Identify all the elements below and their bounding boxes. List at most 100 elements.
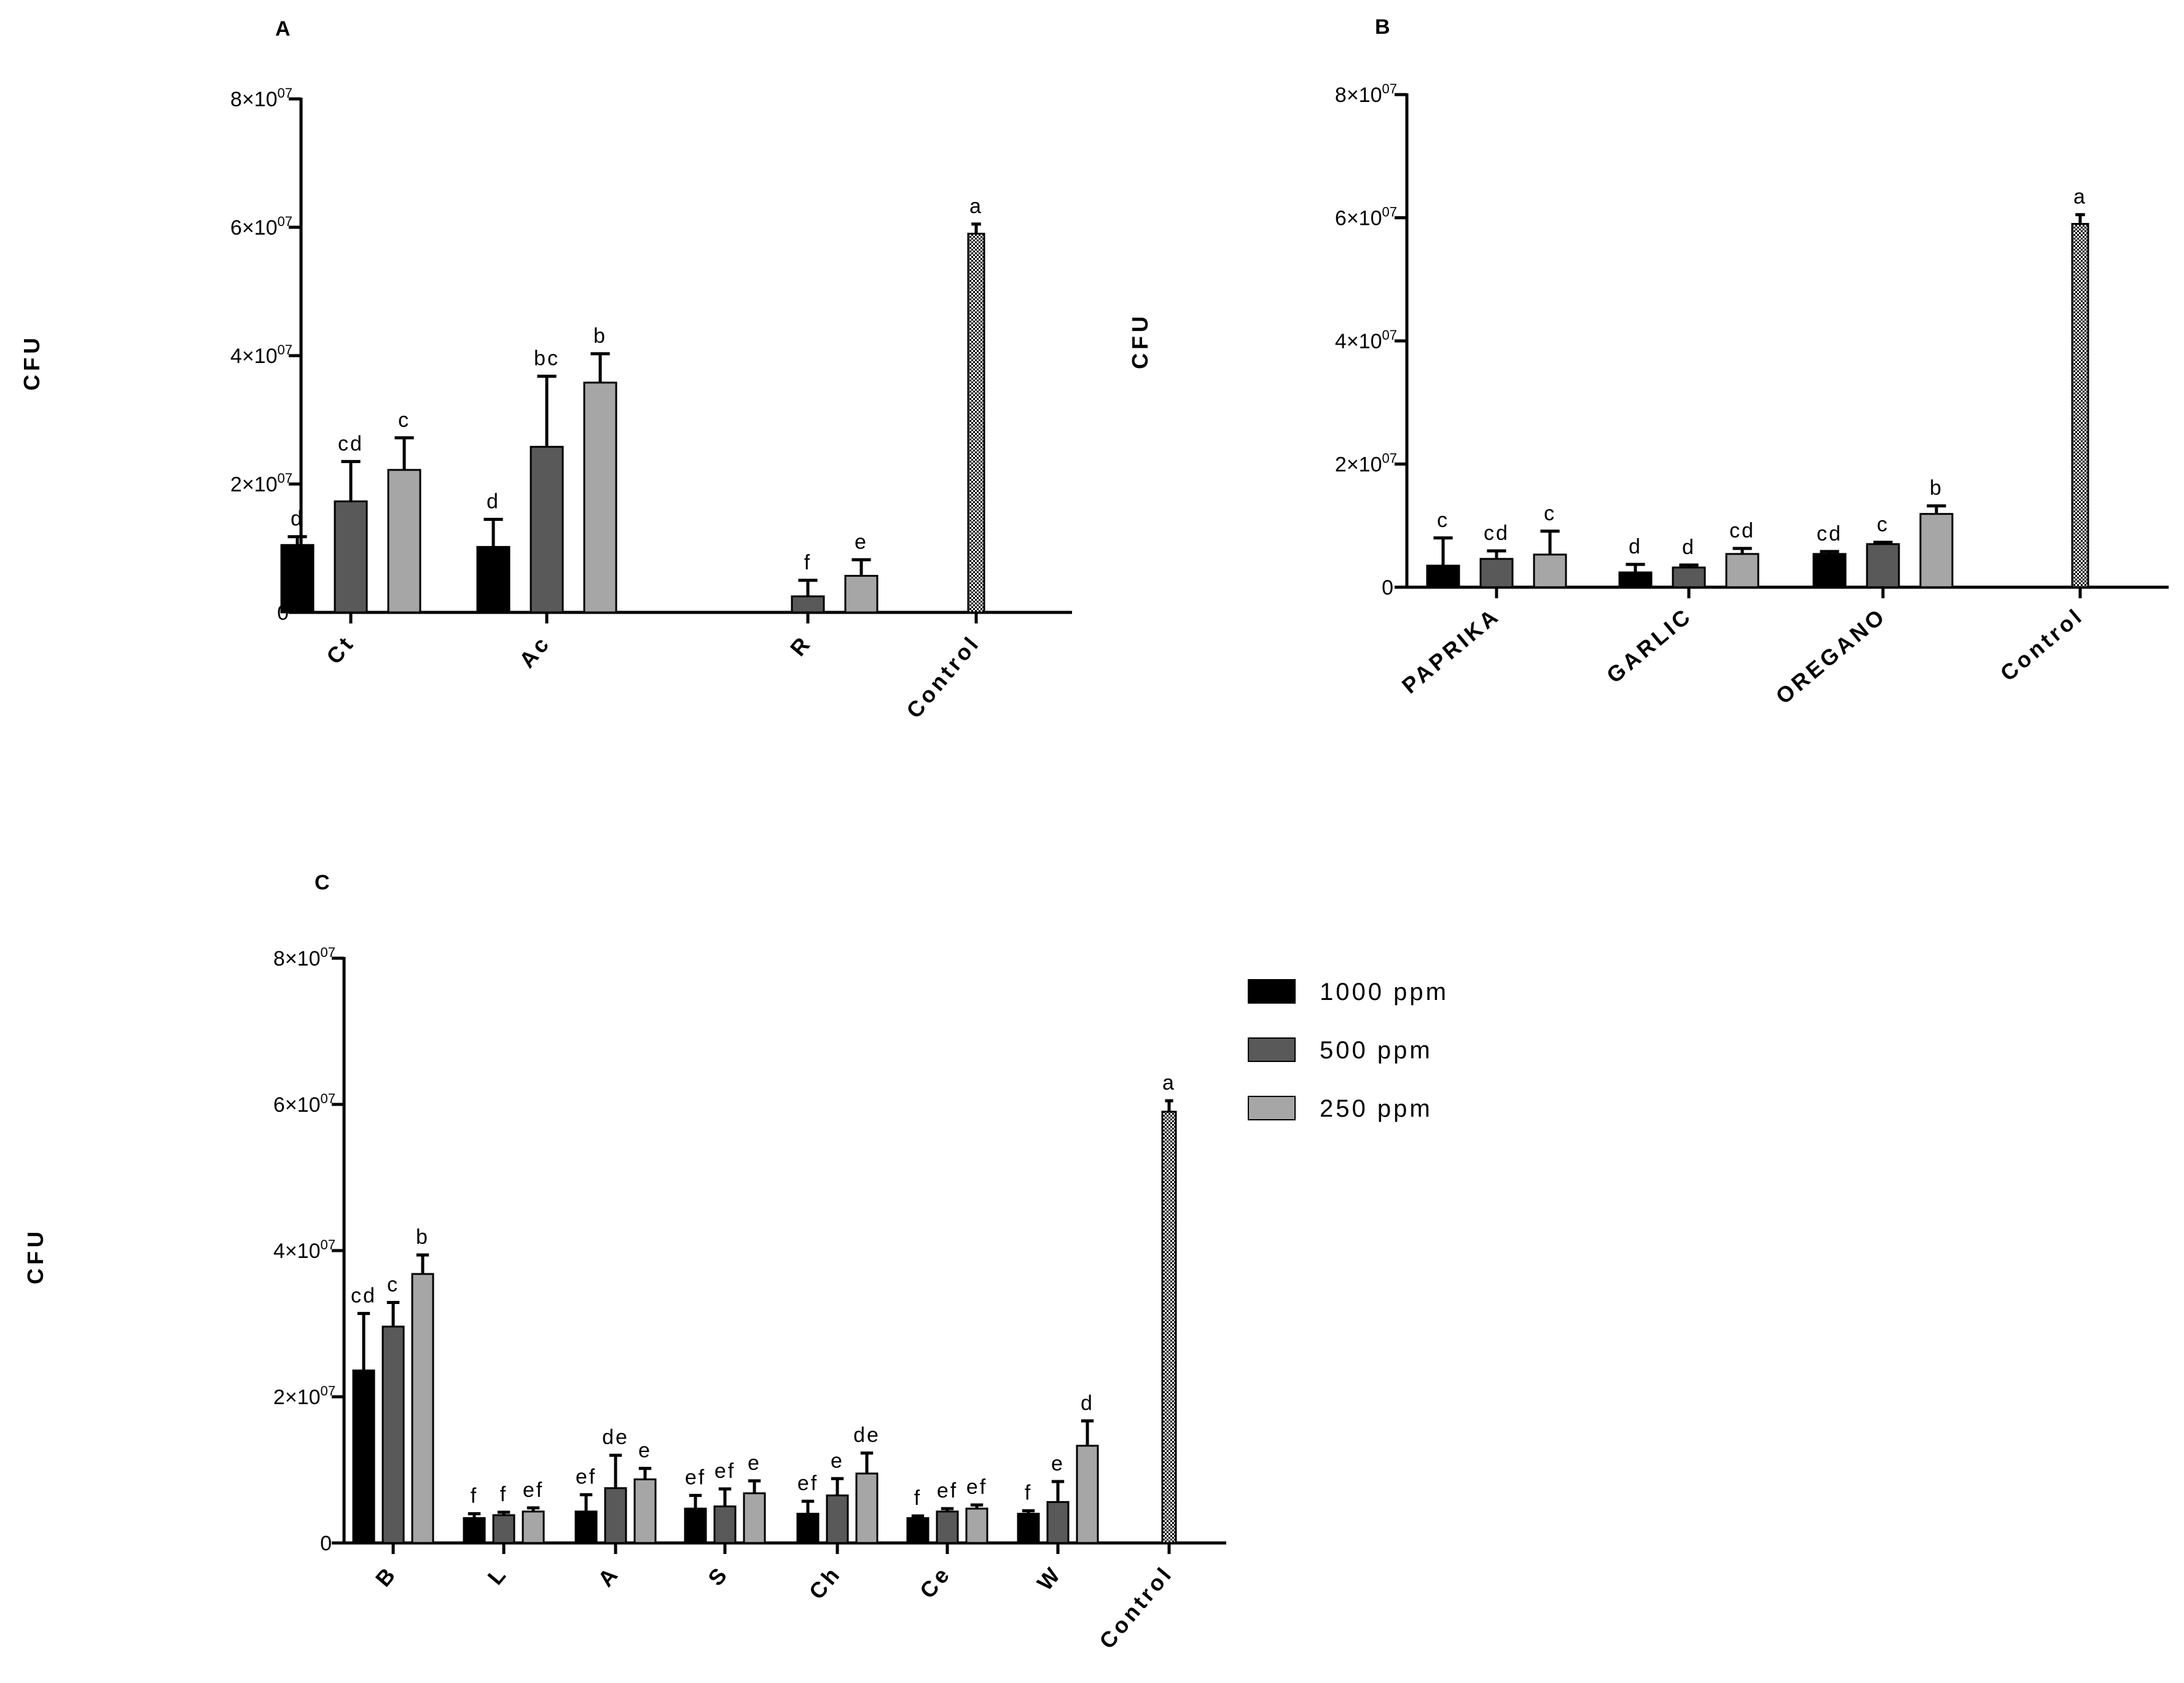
panel-c-significance-label: e (638, 1439, 652, 1462)
panel-b-y-tick-label: 0 (1382, 576, 1393, 599)
panel-b-significance-label: c (1544, 502, 1556, 525)
panel-c-significance-label: b (416, 1225, 429, 1249)
panel-c-bar-a-s0 (574, 1510, 598, 1544)
panel-c-bar-w-s0 (1017, 1512, 1040, 1544)
panel-c-bar-ch-s1 (826, 1494, 849, 1544)
panel-b-significance-label: b (1930, 477, 1943, 500)
panel-b-significance-label: c (1877, 513, 1889, 536)
panel-a-bar-ct-s0 (280, 544, 315, 614)
panel-a-y-tick-label: 2×1007 (230, 471, 292, 496)
panel-a-category-label-r: R (785, 630, 816, 661)
panel-a-y-tick-label: 4×1007 (230, 342, 292, 368)
panel-a-significance-label: d (291, 507, 304, 531)
panel-c-significance-label: e (1051, 1452, 1065, 1475)
panel-b-bar-oregano-s2 (1919, 513, 1954, 588)
panel-c-y-tick-label: 0 (320, 1532, 332, 1555)
panel-c-significance-label: f (471, 1484, 478, 1507)
panel-c-bar-ce-s0 (906, 1517, 930, 1544)
legend-item-500ppm: 500 ppm (1248, 1037, 1433, 1064)
panel-c-bar-s-s1 (713, 1505, 737, 1544)
panel-c-bar-w-s2 (1076, 1445, 1099, 1544)
panel-c-y-axis-label: CFU (23, 1228, 48, 1284)
panel-c-bar-l-s2 (522, 1510, 545, 1544)
panel-c-bar-s-s2 (743, 1492, 766, 1544)
panel-c-category-label-b: B (370, 1561, 402, 1591)
panel-c-significance-label: f (500, 1483, 507, 1506)
legend-item-250ppm: 250 ppm (1248, 1095, 1433, 1122)
panel-c-significance-label: ef (966, 1475, 987, 1499)
panel-c-category-label-s: S (703, 1561, 734, 1591)
panel-b-category-label-oregano: OREGANO (1771, 603, 1891, 709)
panel-c-bar-ce-s2 (965, 1507, 988, 1544)
panel-c-significance-label: de (602, 1426, 629, 1449)
panel-a-bar-ct-s1 (334, 500, 368, 614)
panel-a-y-tick-label: 6×1007 (230, 214, 292, 240)
panel-a-y-tick-label: 8×1007 (230, 85, 292, 111)
legend-item-1000ppm: 1000 ppm (1248, 978, 1449, 1006)
panel-c-significance-label: de (853, 1424, 880, 1447)
panel-c-category-label-ch: Ch (804, 1561, 846, 1604)
panel-a-significance-label: e (855, 530, 868, 553)
legend-swatch-500ppm (1248, 1037, 1296, 1062)
panel-a-significance-label: f (804, 551, 812, 574)
legend-swatch-1000ppm (1248, 979, 1296, 1004)
panel-b-y-tick-label: 8×1007 (1335, 81, 1397, 107)
panel-c-bar-a-s1 (604, 1487, 627, 1544)
panel-c-bar-l-s0 (463, 1517, 486, 1544)
panel-c-y-tick-label: 4×1007 (273, 1237, 335, 1263)
legend-swatch-250ppm (1248, 1096, 1296, 1120)
panel-c-bar-s-s0 (684, 1507, 707, 1544)
panel-c-significance-label: a (1162, 1071, 1176, 1095)
panel-b-y-axis-label: CFU (1127, 313, 1153, 369)
panel-b-bar-garlic-s0 (1618, 571, 1653, 588)
panel-a-label: A (275, 17, 291, 41)
panel-a-plot-area: 02×10074×10076×10078×1007dcdcCtdbcbAcfeR… (230, 85, 1072, 723)
panel-c-category-label-a: A (593, 1561, 624, 1591)
legend-label-500ppm: 500 ppm (1320, 1037, 1433, 1064)
panel-b-bar-oregano-s0 (1812, 553, 1847, 588)
panel-c-significance-label: ef (937, 1479, 958, 1502)
panel-b-bar-garlic-s2 (1725, 553, 1759, 588)
panel-c-significance-label: f (914, 1486, 922, 1510)
panel-b-significance-label: d (1629, 535, 1642, 558)
panel-a-bar-r-s1 (791, 595, 825, 614)
panel-a-bar-ac-s1 (530, 445, 564, 614)
panel-c-significance-label: ef (576, 1465, 597, 1488)
panel-c-significance-label: e (831, 1449, 844, 1472)
panel-a-significance-label: b (593, 324, 607, 348)
legend-label-1000ppm: 1000 ppm (1320, 978, 1449, 1006)
panel-b-significance-label: d (1682, 536, 1696, 559)
panel-a-significance-label: c (398, 408, 410, 432)
panel-b-y-tick-label: 6×1007 (1335, 205, 1397, 230)
panel-a-bar-control-s3 (967, 232, 985, 614)
panel-c-category-label-l: L (482, 1561, 512, 1590)
panel-a-significance-label: a (969, 195, 983, 218)
panel-c-significance-label: f (1025, 1482, 1032, 1505)
panel-a-y-axis-label: CFU (19, 334, 44, 391)
panel-b-category-label-paprika: PAPRIKA (1397, 603, 1505, 698)
panel-c-bar-b-s0 (352, 1369, 375, 1544)
panel-c-bar-ch-s0 (796, 1512, 820, 1544)
panel-c-significance-label: c (387, 1273, 399, 1296)
panel-c-category-label-ce: Ce (915, 1561, 956, 1603)
panel-c-bar-l-s1 (492, 1514, 515, 1544)
panel-a-bar-r-s2 (844, 574, 879, 614)
panel-a-significance-label: d (487, 490, 500, 513)
panel-c-significance-label: ef (714, 1459, 735, 1483)
panel-c-y-tick-label: 6×1007 (273, 1091, 335, 1117)
panel-c-significance-label: d (1081, 1391, 1094, 1415)
panel-a-significance-label: cd (338, 432, 364, 455)
panel-c-bar-b-s1 (382, 1326, 405, 1544)
legend-label-250ppm: 250 ppm (1320, 1095, 1433, 1122)
panel-b-category-label-control: Control (1995, 603, 2088, 686)
panel-c-category-label-control: Control (1094, 1561, 1178, 1654)
panel-a-bar-ct-s2 (387, 469, 421, 614)
panel-c-significance-label: e (748, 1451, 761, 1475)
panel-a-bar-ac-s0 (476, 545, 511, 614)
panel-b-plot-area: 0 2×1007 4×1007 6×1007 8×1007 c cd c PAPRIKA d d cd… (1335, 81, 2169, 709)
panel-c-bar-w-s1 (1046, 1501, 1070, 1544)
panel-b-bar-paprika-s1 (1479, 558, 1514, 588)
